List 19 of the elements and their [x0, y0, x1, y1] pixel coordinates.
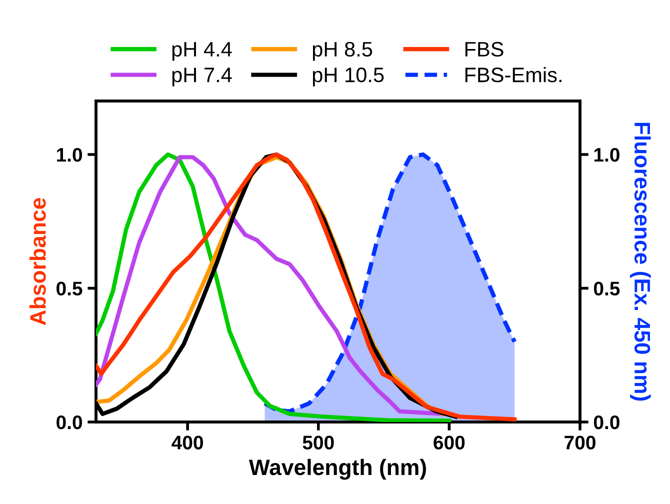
y-tick-label: 1.0	[57, 148, 82, 162]
legend-label: pH 8.5	[312, 42, 372, 61]
x-tick-label: 400	[172, 436, 203, 450]
y-tick-label: 0.0	[56, 415, 82, 430]
legend-label: pH 4.4	[172, 42, 232, 61]
y-axis-title: Absorbance	[30, 198, 46, 326]
y2-tick-label: 0.0	[594, 415, 620, 430]
x-tick-label: 500	[302, 436, 334, 450]
legend-label: FBS	[465, 42, 504, 57]
legend-label: pH 10.5	[312, 68, 384, 86]
y-tick-label: 0.5	[56, 282, 82, 296]
legend-label: pH 7.4	[172, 68, 232, 86]
x-axis-title: Wavelength (nm)	[248, 458, 426, 480]
y2-tick-label: 1.0	[594, 148, 620, 162]
x-tick-label: 700	[564, 436, 596, 450]
y2-tick-label: 0.5	[594, 282, 620, 296]
y2-axis-title: Fluorescence (Ex. 450 nm)	[630, 122, 651, 401]
legend-label: FBS-Emis.	[465, 66, 562, 82]
x-tick-label: 600	[434, 436, 465, 450]
